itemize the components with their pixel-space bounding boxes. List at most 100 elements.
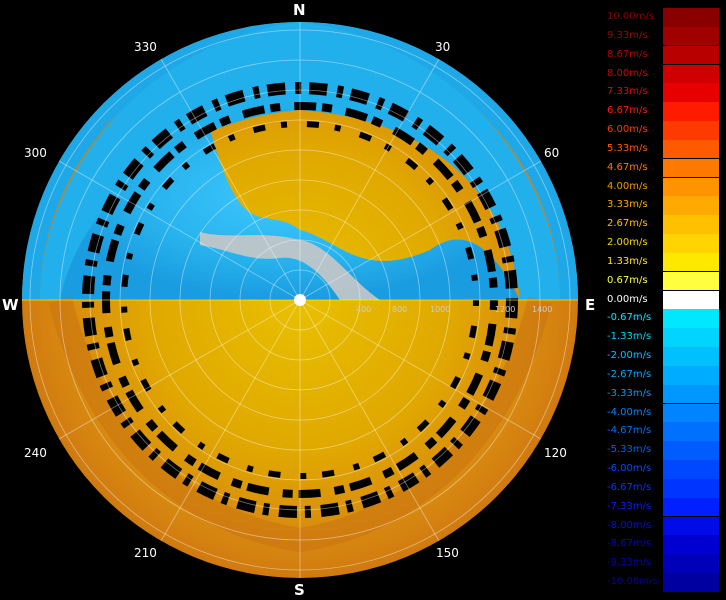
colorbar-swatch bbox=[663, 497, 719, 517]
colorbar-entry: -2.67m/s bbox=[603, 365, 723, 385]
colorbar-entry: -4.00m/s bbox=[603, 403, 723, 423]
colorbar-swatch bbox=[663, 290, 719, 310]
colorbar-label: 1.33m/s bbox=[607, 255, 648, 267]
colorbar-label: -9.33m/s bbox=[607, 557, 652, 569]
colorbar-swatch bbox=[663, 83, 719, 102]
colorbar-label: 2.00m/s bbox=[607, 237, 648, 249]
colorbar-entry: 0.67m/s bbox=[603, 271, 723, 291]
colorbar-swatch bbox=[663, 45, 719, 65]
colorbar-label: 3.33m/s bbox=[607, 199, 648, 211]
colorbar-swatch bbox=[663, 8, 719, 27]
colorbar-swatch bbox=[663, 554, 719, 573]
colorbar-entry: 2.67m/s bbox=[603, 215, 723, 234]
azimuth-label-300: 300 bbox=[24, 146, 47, 160]
colorbar-label: -6.00m/s bbox=[607, 463, 652, 475]
colorbar-swatch bbox=[663, 384, 719, 404]
colorbar-entry: 10.00m/s bbox=[603, 8, 723, 27]
colorbar-swatch bbox=[663, 139, 719, 159]
colorbar-label: 10.00m/s bbox=[607, 11, 654, 22]
azimuth-label-30: 30 bbox=[435, 40, 451, 54]
range-label-800: 800 bbox=[392, 305, 408, 314]
colorbar-label: -1.33m/s bbox=[607, 331, 652, 343]
colorbar-entry: 8.67m/s bbox=[603, 45, 723, 65]
colorbar-swatch bbox=[663, 478, 719, 498]
colorbar-label: 7.33m/s bbox=[607, 86, 648, 98]
colorbar-entry: 4.00m/s bbox=[603, 177, 723, 197]
colorbar-entry: -9.33m/s bbox=[603, 554, 723, 573]
colorbar-swatch bbox=[663, 177, 719, 197]
compass-south-label: S bbox=[294, 581, 305, 599]
colorbar-swatch bbox=[663, 309, 719, 328]
azimuth-label-210: 210 bbox=[134, 546, 157, 560]
colorbar-label: -8.67m/s bbox=[607, 538, 652, 550]
colorbar-label: 8.67m/s bbox=[607, 48, 648, 60]
colorbar-entry: -0.67m/s bbox=[603, 309, 723, 328]
colorbar-swatch bbox=[663, 158, 719, 178]
colorbar-swatch bbox=[663, 234, 719, 253]
colorbar-swatch bbox=[663, 573, 719, 592]
colorbar-entry: 1.33m/s bbox=[603, 252, 723, 272]
colorbar-entry: -2.00m/s bbox=[603, 347, 723, 366]
compass-north-label: N bbox=[293, 1, 306, 19]
colorbar-label: 0.00m/s bbox=[607, 293, 648, 305]
colorbar-label: -6.67m/s bbox=[607, 481, 652, 493]
colorbar-swatch bbox=[663, 460, 719, 479]
colorbar-swatch bbox=[663, 102, 719, 121]
colorbar-entry: -6.00m/s bbox=[603, 460, 723, 479]
colorbar-label: -0.67m/s bbox=[607, 312, 652, 324]
colorbar-swatch bbox=[663, 252, 719, 272]
colorbar-entry: 8.00m/s bbox=[603, 64, 723, 84]
colorbar-swatch bbox=[663, 441, 719, 460]
colorbar-swatch bbox=[663, 271, 719, 291]
azimuth-label-330: 330 bbox=[134, 40, 157, 54]
range-label-400: 400 bbox=[356, 305, 372, 314]
azimuth-label-120: 120 bbox=[544, 446, 567, 460]
colorbar-entry: 5.33m/s bbox=[603, 139, 723, 159]
colorbar-swatch bbox=[663, 535, 719, 555]
colorbar-swatch bbox=[663, 328, 719, 347]
colorbar-swatch bbox=[663, 215, 719, 234]
azimuth-label-60: 60 bbox=[544, 146, 560, 160]
colorbar-swatch bbox=[663, 26, 719, 46]
colorbar-entry: 6.00m/s bbox=[603, 121, 723, 140]
compass-west-label: W bbox=[2, 296, 19, 314]
colorbar-label: -10.00m/s bbox=[607, 576, 658, 588]
colorbar-swatch bbox=[663, 196, 719, 215]
colorbar-swatch bbox=[663, 347, 719, 366]
radar-center bbox=[294, 294, 306, 306]
colorbar-entry: 6.67m/s bbox=[603, 102, 723, 121]
colorbar-entry: -1.33m/s bbox=[603, 328, 723, 347]
colorbar-entry: 2.00m/s bbox=[603, 234, 723, 253]
colorbar-swatch bbox=[663, 365, 719, 385]
colorbar-label: -4.00m/s bbox=[607, 406, 652, 418]
colorbar-entry: -8.67m/s bbox=[603, 535, 723, 555]
colorbar-entry: 3.33m/s bbox=[603, 196, 723, 215]
colorbar-label: -4.67m/s bbox=[607, 425, 652, 437]
colorbar-label: 8.00m/s bbox=[607, 67, 648, 79]
colorbar-entry: 4.67m/s bbox=[603, 158, 723, 178]
colorbar-label: -5.33m/s bbox=[607, 444, 652, 456]
colorbar-label: 2.67m/s bbox=[607, 218, 648, 230]
colorbar-swatch bbox=[663, 64, 719, 84]
colorbar-entry: -10.00m/s bbox=[603, 573, 723, 592]
colorbar-label: 6.00m/s bbox=[607, 124, 648, 136]
colorbar-label: -8.00m/s bbox=[607, 519, 652, 531]
radar-ppi-display bbox=[22, 22, 578, 578]
colorbar-label: -3.33m/s bbox=[607, 387, 652, 399]
range-label-1000: 1000 bbox=[430, 305, 451, 314]
colorbar-entry: 7.33m/s bbox=[603, 83, 723, 102]
colorbar-label: 0.67m/s bbox=[607, 274, 648, 286]
compass-east-label: E bbox=[585, 296, 596, 314]
colorbar-label: 4.00m/s bbox=[607, 180, 648, 192]
colorbar-label: 9.33m/s bbox=[607, 29, 648, 41]
colorbar-label: 6.67m/s bbox=[607, 105, 648, 117]
range-label-1200: 1200 bbox=[495, 305, 516, 314]
colorbar-entry: 0.00m/s bbox=[603, 290, 723, 310]
colorbar-swatch bbox=[663, 516, 719, 536]
colorbar-label: 5.33m/s bbox=[607, 142, 648, 154]
colorbar-entry: -8.00m/s bbox=[603, 516, 723, 536]
colorbar-entry: -7.33m/s bbox=[603, 497, 723, 517]
colorbar-swatch bbox=[663, 422, 719, 442]
colorbar-entry: -6.67m/s bbox=[603, 478, 723, 498]
colorbar-entry: 9.33m/s bbox=[603, 26, 723, 46]
